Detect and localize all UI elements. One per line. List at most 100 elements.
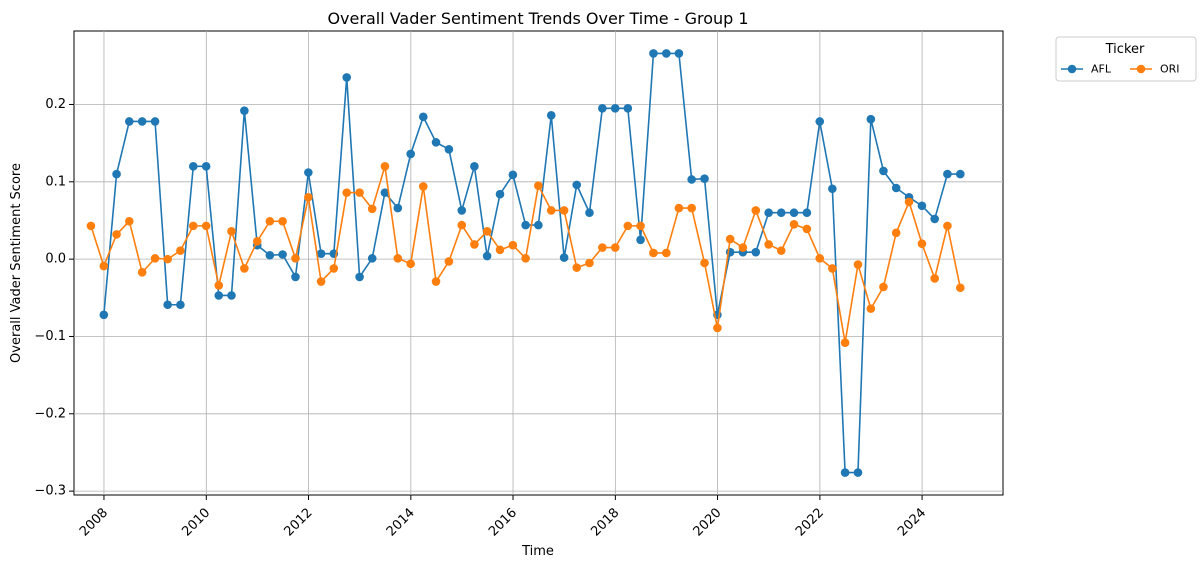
data-point (585, 208, 594, 218)
data-point (764, 240, 773, 249)
data-point (291, 254, 300, 263)
x-tick-label: 2012 (282, 505, 316, 539)
data-point (112, 169, 121, 179)
data-point (930, 274, 939, 283)
data-point (163, 300, 172, 310)
data-point (534, 220, 543, 230)
x-axis: 2008 2010 2012 2014 2016 2018 2020 2022 2024 (77, 495, 929, 539)
data-point (406, 149, 415, 159)
y-tick-label: 0.2 (45, 97, 66, 112)
data-point (214, 291, 224, 300)
data-point (879, 166, 888, 176)
data-point (188, 221, 198, 231)
x-tick-label: 2016 (486, 505, 520, 539)
legend-frame (1055, 36, 1197, 82)
y-axis: −0.3 −0.2 −0.1 0.0 0.1 0.2 (34, 97, 74, 499)
chart-title: Overall Vader Sentiment Trends Over Time… (327, 9, 748, 28)
data-point (470, 240, 479, 249)
data-point (917, 239, 927, 248)
legend-title: Ticker (1105, 42, 1145, 57)
data-point (776, 208, 786, 218)
data-point (457, 220, 467, 230)
data-point (764, 208, 773, 218)
legend: Ticker AFL ORI (1055, 36, 1197, 82)
data-point (943, 169, 952, 179)
data-point (112, 230, 121, 239)
x-tick-label: 2008 (77, 505, 111, 539)
data-point (495, 245, 505, 255)
data-point (572, 263, 582, 272)
data-point (636, 221, 645, 231)
legend-marker (1067, 64, 1077, 74)
data-point (482, 226, 492, 236)
data-point (751, 247, 761, 257)
data-point (713, 323, 722, 333)
data-point (610, 243, 620, 252)
data-point (418, 182, 428, 191)
data-point (188, 162, 198, 171)
data-point (891, 228, 901, 238)
data-point (891, 183, 901, 193)
data-point (304, 192, 313, 202)
data-point (367, 204, 377, 214)
y-tick-label: −0.3 (34, 484, 66, 499)
y-axis-label: Overall Vader Sentiment Score (9, 163, 24, 363)
data-point (393, 203, 403, 213)
data-point (546, 206, 556, 215)
data-point (227, 291, 236, 300)
data-point (444, 145, 454, 154)
data-point (137, 117, 147, 126)
data-point (367, 254, 377, 263)
data-point (252, 237, 262, 246)
data-point (508, 240, 518, 250)
data-point (815, 117, 825, 126)
y-tick-label: −0.2 (34, 406, 66, 421)
legend-label: AFL (1091, 63, 1112, 76)
data-point (201, 221, 211, 231)
data-point (776, 246, 786, 255)
data-point (866, 304, 876, 313)
data-point (853, 260, 863, 269)
data-point (316, 249, 326, 259)
data-point (738, 243, 748, 252)
x-gridlines (103, 31, 923, 495)
data-point (125, 117, 134, 126)
x-tick-label: 2022 (793, 505, 827, 539)
legend-item-ori: ORI (1130, 63, 1180, 76)
data-point (508, 170, 518, 180)
data-point (802, 208, 812, 218)
data-point (904, 197, 914, 207)
legend-item-afl: AFL (1061, 63, 1112, 76)
data-point (86, 221, 96, 231)
data-point (431, 277, 441, 286)
x-tick-label: 2018 (588, 505, 622, 539)
data-point (418, 112, 428, 122)
data-point (956, 283, 965, 293)
data-point (137, 267, 147, 277)
data-point (649, 248, 658, 258)
data-point (176, 246, 185, 255)
data-point (572, 180, 582, 190)
data-point (393, 254, 403, 263)
data-point (304, 168, 313, 177)
series-line-afl (103, 52, 961, 474)
data-point (265, 250, 275, 260)
x-tick-label: 2010 (179, 505, 213, 539)
data-point (99, 310, 109, 320)
data-point (930, 214, 939, 224)
data-point (840, 468, 850, 477)
data-point (240, 264, 249, 273)
legend-marker (1136, 64, 1146, 74)
data-point (853, 468, 863, 477)
data-point (176, 300, 185, 310)
data-point (636, 235, 645, 245)
data-point (662, 49, 671, 58)
series-layer (86, 49, 965, 477)
data-point (521, 220, 530, 230)
data-point (150, 254, 160, 263)
data-point (943, 221, 952, 231)
data-point (815, 254, 825, 263)
data-point (546, 110, 556, 120)
data-point (278, 250, 287, 259)
data-point (521, 254, 530, 263)
